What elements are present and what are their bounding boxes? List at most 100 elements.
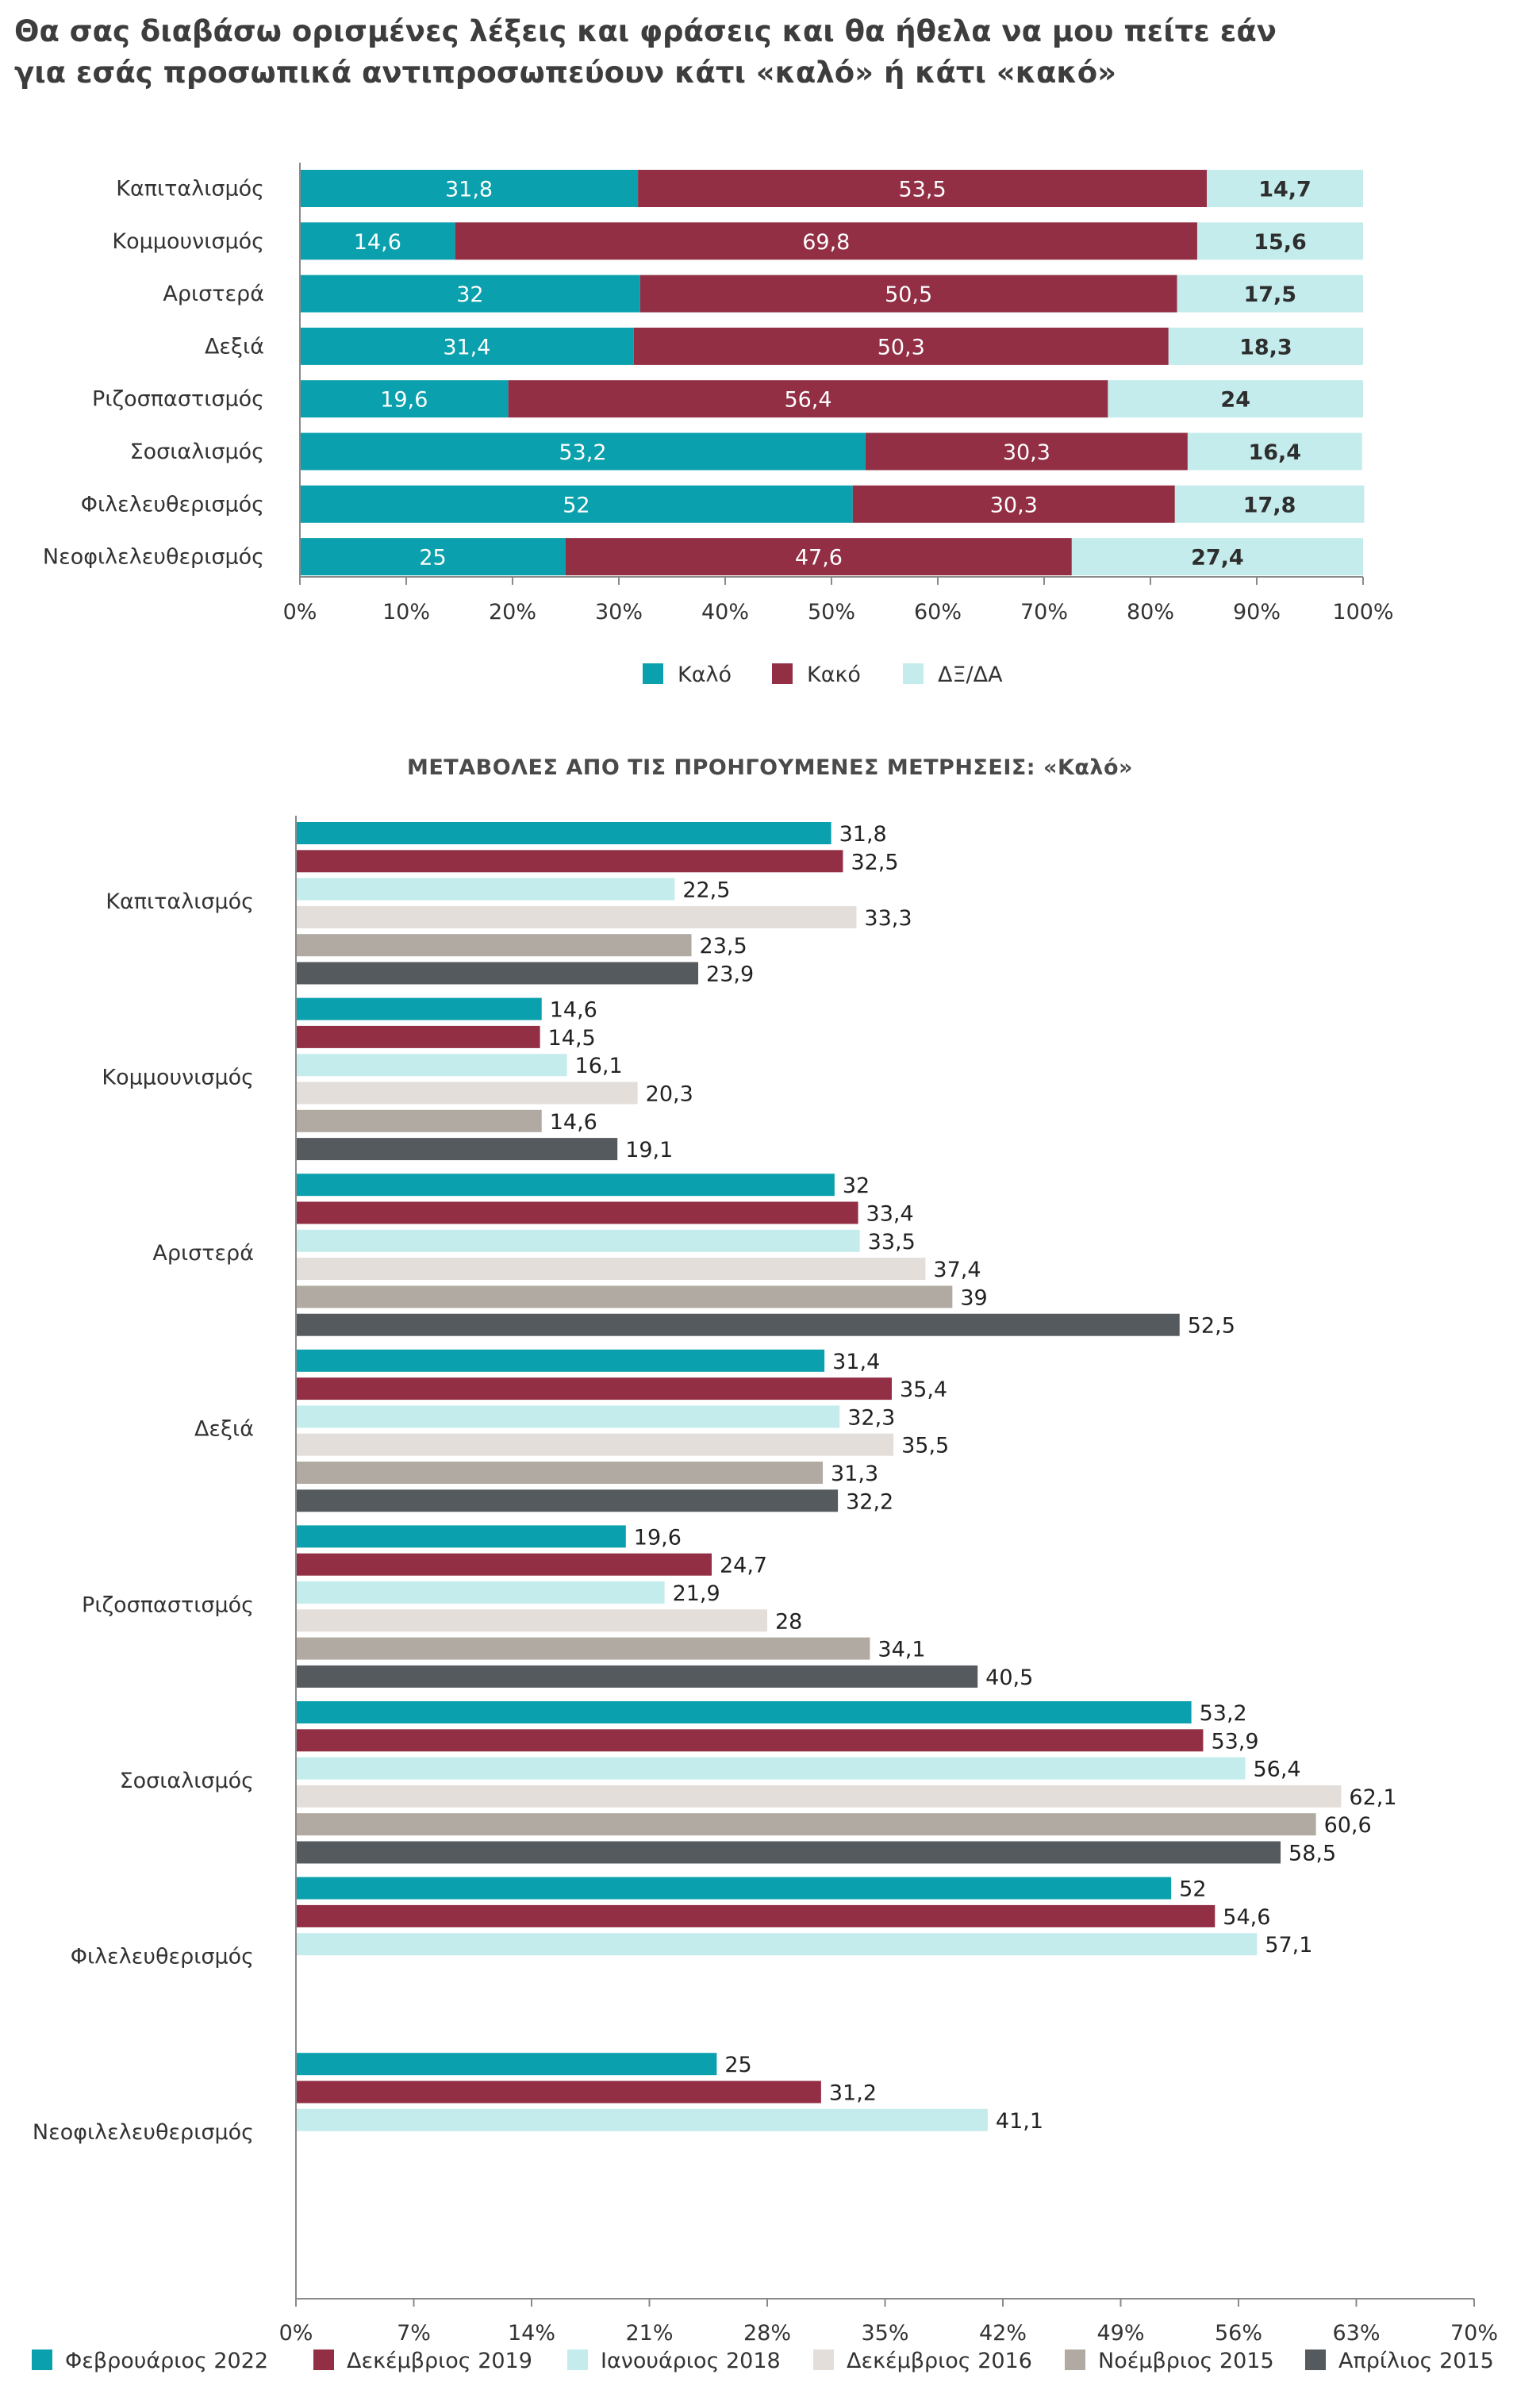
bar-segment-κακο bbox=[566, 538, 1072, 576]
category-label: Νεοφιλελευθερισμός bbox=[43, 545, 264, 570]
bar-δεκεμβριος-2016 bbox=[296, 905, 857, 928]
bar-νοεμβριος-2015 bbox=[296, 1462, 824, 1484]
category-label: Αριστερά bbox=[152, 1241, 254, 1266]
category-label: Φιλελευθερισμός bbox=[81, 492, 264, 517]
bar-απριλιος-2015 bbox=[296, 1665, 978, 1688]
bar-segment-κακο bbox=[508, 380, 1108, 418]
bar-ιανουαριος-2018 bbox=[296, 1054, 567, 1077]
bar-απριλιος-2015 bbox=[296, 1313, 1180, 1336]
data-label: 33,3 bbox=[864, 906, 912, 931]
data-label: 32,3 bbox=[847, 1405, 895, 1430]
data-label: 53,9 bbox=[1211, 1729, 1258, 1754]
bar-segment-δξ-δα bbox=[1108, 380, 1363, 418]
x-tick-label: 50% bbox=[808, 600, 855, 624]
data-label: 33,5 bbox=[868, 1230, 916, 1254]
data-label: 40,5 bbox=[985, 1666, 1033, 1690]
bar-φεβρουαριος-2022 bbox=[296, 1174, 835, 1197]
bar-νοεμβριος-2015 bbox=[296, 934, 692, 957]
bar-απριλιος-2015 bbox=[296, 1489, 839, 1512]
legend-label: Νοέμβριος 2015 bbox=[1098, 2349, 1274, 2373]
data-label: 24 bbox=[1220, 388, 1250, 413]
data-label: 24,7 bbox=[720, 1554, 767, 1578]
data-label: 52,5 bbox=[1188, 1314, 1235, 1339]
data-label: 31,4 bbox=[832, 1350, 880, 1374]
legend-label: ΔΞ/ΔΑ bbox=[938, 663, 1003, 687]
data-label: 56,4 bbox=[1253, 1758, 1300, 1782]
data-label: 54,6 bbox=[1223, 1905, 1270, 1930]
data-label: 57,1 bbox=[1265, 1933, 1312, 1958]
data-label: 32 bbox=[843, 1174, 870, 1198]
x-tick-label: 60% bbox=[914, 600, 962, 624]
x-tick-label: 20% bbox=[489, 600, 536, 624]
bar-δεκεμβριος-2016 bbox=[296, 1609, 767, 1632]
bar-ιανουαριος-2018 bbox=[296, 1581, 665, 1604]
data-label: 25 bbox=[419, 546, 446, 571]
legend-swatch-απριλιος-2015 bbox=[1305, 2349, 1326, 2370]
bar-φεβρουαριος-2022 bbox=[296, 1349, 825, 1372]
x-tick-label: 70% bbox=[1020, 600, 1068, 624]
bar-δεκεμβριος-2016 bbox=[296, 1082, 638, 1105]
category-label: Σοσιαλισμός bbox=[120, 1769, 254, 1793]
chart-subtitle: ΜΕΤΑΒΟΛΕΣ ΑΠΟ ΤΙΣ ΠΡΟΗΓΟΥΜΕΝΕΣ ΜΕΤΡΗΣΕΙΣ… bbox=[406, 755, 1133, 780]
bar-segment-καλο bbox=[300, 222, 455, 260]
bar-φεβρουαριος-2022 bbox=[296, 997, 542, 1020]
legend-label: Ιανουάριος 2018 bbox=[601, 2349, 781, 2373]
x-tick-label: 70% bbox=[1450, 2321, 1498, 2346]
bar-νοεμβριος-2015 bbox=[296, 1637, 870, 1660]
x-tick-label: 100% bbox=[1332, 600, 1393, 624]
category-label: Νεοφιλελευθερισμός bbox=[33, 2120, 254, 2145]
x-tick-label: 0% bbox=[283, 600, 317, 624]
category-label: Κομμουνισμός bbox=[112, 229, 264, 254]
data-label: 19,1 bbox=[625, 1138, 673, 1162]
data-label: 53,2 bbox=[1200, 1701, 1247, 1726]
data-label: 53,2 bbox=[559, 440, 606, 465]
category-label: Καπιταλισμός bbox=[116, 177, 264, 202]
data-label: 39 bbox=[960, 1285, 987, 1310]
data-label: 27,4 bbox=[1191, 546, 1244, 571]
data-label: 35,5 bbox=[901, 1434, 949, 1458]
data-label: 14,6 bbox=[550, 998, 597, 1023]
x-tick-label: 7% bbox=[397, 2321, 431, 2346]
x-tick-label: 42% bbox=[979, 2321, 1027, 2346]
data-label: 17,5 bbox=[1243, 282, 1296, 307]
category-label: Ριζοσπαστισμός bbox=[92, 387, 264, 412]
bar-segment-καλο bbox=[300, 538, 566, 576]
data-label: 31,3 bbox=[831, 1462, 878, 1486]
bar-φεβρουαριος-2022 bbox=[296, 2053, 717, 2076]
bar-segment-καλο bbox=[300, 485, 853, 523]
chart-title: Θα σας διαβάσω ορισμένες λέξεις και φράσ… bbox=[14, 11, 1522, 94]
x-tick-label: 30% bbox=[595, 600, 643, 624]
bar-απριλιος-2015 bbox=[296, 962, 699, 985]
data-label: 52 bbox=[563, 493, 590, 517]
data-label: 32,2 bbox=[846, 1489, 893, 1514]
bar-απριλιος-2015 bbox=[296, 1841, 1281, 1864]
data-label: 47,6 bbox=[795, 546, 843, 571]
bar-segment-δξ-δα bbox=[1071, 538, 1363, 576]
bar-φεβρουαριος-2022 bbox=[296, 822, 831, 844]
bar-απριλιος-2015 bbox=[296, 1138, 618, 1161]
legend-label: Φεβρουάριος 2022 bbox=[65, 2349, 268, 2373]
data-label: 31,8 bbox=[839, 822, 887, 847]
bar-δεκεμβριος-2019 bbox=[296, 2081, 821, 2104]
x-tick-label: 21% bbox=[625, 2321, 673, 2346]
data-label: 60,6 bbox=[1324, 1813, 1372, 1838]
legend-swatch-νοεμβριος-2015 bbox=[1065, 2349, 1085, 2370]
data-label: 31,4 bbox=[443, 335, 490, 359]
data-label: 32,5 bbox=[851, 850, 898, 874]
bar-ιανουαριος-2018 bbox=[296, 1405, 840, 1428]
bar-δεκεμβριος-2019 bbox=[296, 1025, 540, 1048]
bar-segment-δξ-δα bbox=[1187, 432, 1362, 471]
data-label: 20,3 bbox=[646, 1082, 693, 1107]
category-label: Δεξιά bbox=[205, 334, 264, 359]
bar-segment-καλο bbox=[300, 380, 509, 418]
bar-δεκεμβριος-2019 bbox=[296, 850, 843, 873]
bar-ιανουαριος-2018 bbox=[296, 1933, 1258, 1956]
bar-segment-κακο bbox=[633, 327, 1169, 365]
data-label: 35,4 bbox=[900, 1377, 947, 1402]
bar-ιανουαριος-2018 bbox=[296, 878, 675, 901]
data-label: 15,6 bbox=[1254, 230, 1307, 255]
category-label: Καπιταλισμός bbox=[106, 889, 254, 914]
x-tick-label: 56% bbox=[1215, 2321, 1262, 2346]
legend-swatch-ιανουαριος-2018 bbox=[567, 2349, 588, 2370]
